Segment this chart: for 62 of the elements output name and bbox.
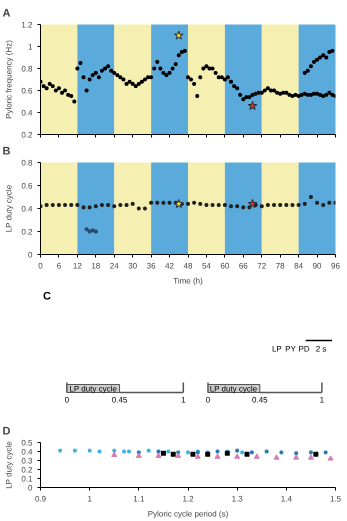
x-tick-label: 78	[276, 262, 286, 270]
y-axis-title: LP duty cycle	[4, 184, 14, 232]
y-tick-label: 0.3	[21, 456, 34, 466]
x-tick-label: 1.4	[280, 494, 292, 504]
y-tick-label: 0	[28, 484, 34, 492]
y-axis-title: Pyloric frequency (Hz)	[4, 40, 14, 119]
text: PD	[298, 344, 310, 354]
y-tick-label: 0	[28, 250, 34, 260]
text: PY	[285, 344, 296, 354]
chart-title: A	[2, 8, 10, 20]
x-tick-label: 24	[110, 262, 120, 270]
x-tick-label: 60	[220, 262, 230, 270]
text: 1	[320, 396, 325, 404]
x-tick-label: 72	[257, 262, 267, 270]
x-tick-label: 0	[38, 262, 44, 270]
x-tick-label: 1.3	[232, 494, 244, 504]
x-axis-title: Pyloric cycle period (s)	[148, 510, 229, 518]
y-tick-label: 0.2	[21, 466, 34, 474]
y-axis-title: LP duty cycle	[4, 440, 14, 489]
x-tick-label: 36	[146, 262, 156, 270]
x-tick-label: 12	[72, 262, 82, 270]
x-tick-label: 84	[294, 262, 304, 270]
y-tick-label: 0.5	[21, 438, 34, 448]
text: LP	[272, 344, 282, 354]
x-tick-label: 96	[331, 262, 340, 270]
x-tick-label: 1	[87, 494, 92, 504]
x-tick-label: 0.9	[34, 494, 47, 504]
text: 0	[64, 396, 70, 404]
text: 1	[181, 396, 186, 404]
chart-title: B	[2, 146, 10, 158]
x-tick-label: 30	[128, 262, 138, 270]
x-tick-label: 54	[202, 262, 212, 270]
x-tick-label: 42	[165, 262, 175, 270]
text: LP duty cycle	[210, 384, 258, 394]
y-tick-label: 0.6	[21, 86, 34, 96]
y-tick-label: 0.8	[21, 158, 34, 168]
y-tick-label: 0.6	[21, 182, 34, 190]
y-tick-label: 0.2	[21, 130, 34, 140]
text: C	[43, 290, 52, 302]
x-tick-label: 6	[56, 262, 62, 270]
text: 2 s	[316, 344, 326, 354]
x-tick-label: 1.1	[133, 494, 145, 504]
x-tick-label: 48	[184, 262, 193, 270]
y-tick-label: 0.2	[21, 228, 34, 236]
text: 0.45	[112, 396, 128, 404]
y-tick-label: 0.4	[21, 204, 34, 214]
y-tick-label: 0.8	[21, 64, 34, 74]
text: 0.45	[252, 396, 268, 404]
y-tick-label: 1.2	[21, 20, 34, 30]
y-tick-label: 0.4	[21, 108, 34, 118]
text: 0	[206, 396, 211, 404]
chart-title: D	[2, 426, 10, 438]
x-axis-title: Time (h)	[173, 276, 204, 286]
y-tick-label: 1	[28, 42, 34, 52]
text: LP duty cycle	[69, 384, 118, 394]
x-tick-label: 1.2	[182, 494, 194, 504]
x-tick-label: 1.5	[330, 494, 342, 504]
x-tick-label: 90	[312, 262, 322, 270]
x-tick-label: 66	[238, 262, 248, 270]
y-tick-label: 0.4	[21, 448, 34, 456]
y-tick-label: 0.1	[21, 474, 34, 484]
x-tick-label: 18	[91, 262, 101, 270]
